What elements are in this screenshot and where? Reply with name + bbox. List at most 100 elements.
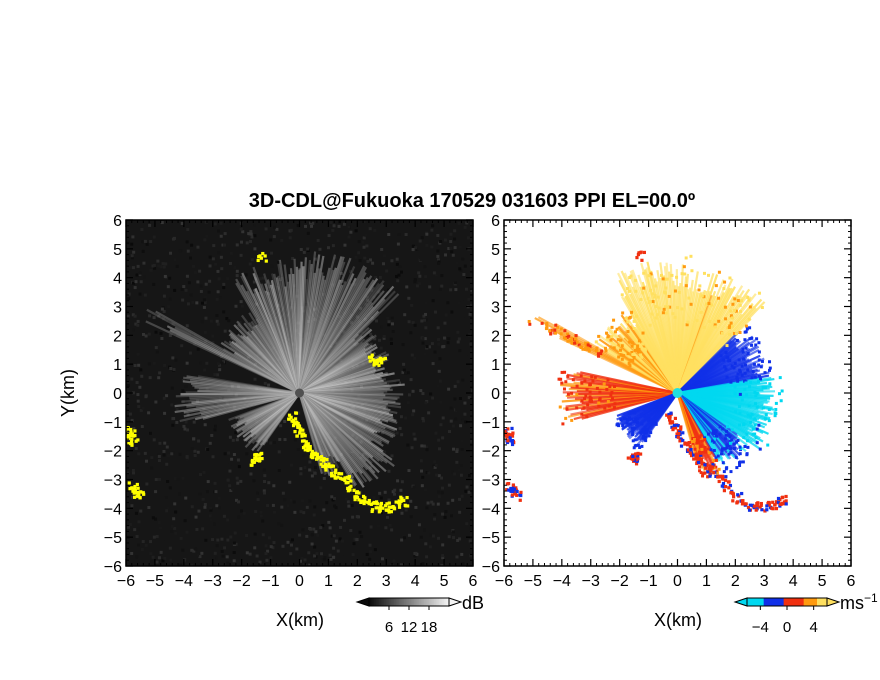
echo-feature-pixel bbox=[346, 486, 350, 491]
noise-speckle bbox=[155, 350, 159, 354]
noise-speckle bbox=[171, 237, 175, 241]
noise-speckle bbox=[399, 477, 403, 481]
echo-feature-pixel bbox=[399, 499, 403, 503]
velocity-pixel bbox=[586, 403, 590, 407]
noise-speckle bbox=[440, 476, 444, 480]
noise-speckle bbox=[228, 469, 232, 473]
colorbar-segment bbox=[805, 598, 808, 606]
velocity-pixel bbox=[757, 363, 761, 367]
velocity-pixel bbox=[750, 343, 754, 347]
noise-speckle bbox=[308, 221, 312, 225]
velocity-pixel bbox=[746, 368, 750, 372]
noise-speckle bbox=[430, 500, 434, 504]
x-tick-label: −4 bbox=[553, 573, 571, 590]
velocity-pixel bbox=[697, 288, 701, 292]
noise-speckle bbox=[168, 297, 172, 301]
noise-speckle bbox=[141, 240, 145, 244]
echo-feature-pixel bbox=[710, 465, 714, 469]
colorbar-segment bbox=[437, 598, 440, 606]
noise-speckle bbox=[259, 514, 263, 518]
noise-speckle bbox=[245, 452, 249, 456]
noise-speckle bbox=[128, 310, 132, 314]
noise-speckle bbox=[384, 406, 388, 410]
radial-ray bbox=[146, 308, 301, 394]
velocity-pixel bbox=[774, 407, 778, 411]
echo-feature-pixel bbox=[394, 500, 398, 504]
noise-speckle bbox=[455, 450, 459, 454]
echo-feature-pixel bbox=[349, 479, 353, 483]
noise-speckle bbox=[262, 489, 266, 493]
noise-speckle bbox=[413, 437, 417, 441]
noise-speckle bbox=[301, 333, 305, 337]
noise-speckle bbox=[222, 286, 226, 290]
echo-feature-pixel bbox=[345, 481, 349, 485]
echo-feature-pixel bbox=[511, 489, 515, 493]
noise-speckle bbox=[364, 346, 368, 350]
radial-ray bbox=[273, 273, 301, 394]
noise-speckle bbox=[454, 288, 458, 292]
velocity-pixel bbox=[673, 289, 677, 293]
echo-feature-pixel bbox=[740, 491, 744, 496]
noise-speckle bbox=[436, 254, 440, 258]
velocity-pixel bbox=[746, 413, 750, 417]
noise-speckle bbox=[366, 333, 370, 337]
noise-speckle bbox=[323, 556, 327, 560]
noise-speckle bbox=[400, 511, 404, 515]
noise-speckle bbox=[189, 293, 193, 297]
noise-speckle bbox=[463, 225, 467, 229]
noise-speckle bbox=[397, 381, 401, 385]
noise-speckle bbox=[194, 451, 198, 455]
velocity-pixel bbox=[619, 418, 623, 422]
noise-speckle bbox=[446, 501, 450, 505]
echo-feature-pixel bbox=[263, 254, 267, 258]
noise-speckle bbox=[145, 459, 149, 463]
noise-speckle bbox=[267, 383, 271, 387]
noise-speckle bbox=[288, 236, 292, 240]
colorbar-segment bbox=[770, 598, 773, 606]
noise-speckle bbox=[256, 498, 260, 502]
noise-speckle bbox=[131, 235, 135, 239]
noise-speckle bbox=[163, 411, 167, 415]
velocity-pixel bbox=[738, 330, 742, 334]
echo-feature-pixel bbox=[722, 489, 727, 493]
velocity-pixel bbox=[569, 339, 573, 343]
velocity-pixel bbox=[628, 315, 632, 319]
echo-feature-pixel bbox=[732, 495, 736, 499]
noise-speckle bbox=[354, 229, 358, 233]
velocity-pixel bbox=[575, 393, 579, 397]
x-axis-label: X(km) bbox=[654, 610, 702, 630]
velocity-pixel bbox=[702, 325, 706, 329]
velocity-pixel bbox=[748, 380, 752, 384]
noise-speckle bbox=[263, 480, 267, 484]
noise-speckle bbox=[377, 448, 381, 452]
velocity-pixel bbox=[610, 397, 614, 401]
echo-feature-pixel bbox=[687, 440, 691, 445]
noise-speckle bbox=[333, 428, 337, 432]
noise-speckle bbox=[390, 341, 394, 345]
echo-feature-pixel bbox=[322, 457, 326, 461]
velocity-pixel bbox=[662, 307, 666, 311]
noise-speckle bbox=[283, 365, 287, 369]
velocity-pixel bbox=[640, 414, 644, 418]
noise-speckle bbox=[453, 246, 457, 250]
colorbar-segment bbox=[772, 598, 775, 606]
noise-speckle bbox=[178, 492, 182, 496]
noise-speckle bbox=[188, 256, 192, 260]
noise-speckle bbox=[281, 491, 285, 495]
velocity-pixel bbox=[751, 427, 755, 431]
noise-speckle bbox=[160, 307, 164, 311]
noise-speckle bbox=[424, 318, 428, 322]
colorbar-segment bbox=[430, 598, 433, 606]
noise-speckle bbox=[359, 384, 363, 388]
noise-speckle bbox=[228, 435, 232, 439]
velocity-pixel bbox=[580, 412, 584, 416]
noise-speckle bbox=[190, 548, 194, 552]
velocity-pixel bbox=[635, 421, 639, 425]
velocity-pixel bbox=[714, 434, 718, 438]
noise-speckle bbox=[325, 501, 329, 505]
noise-speckle bbox=[390, 316, 394, 320]
noise-speckle bbox=[309, 362, 313, 366]
velocity-pixel bbox=[743, 338, 747, 342]
noise-speckle bbox=[316, 533, 320, 537]
echo-feature-pixel bbox=[137, 491, 141, 496]
